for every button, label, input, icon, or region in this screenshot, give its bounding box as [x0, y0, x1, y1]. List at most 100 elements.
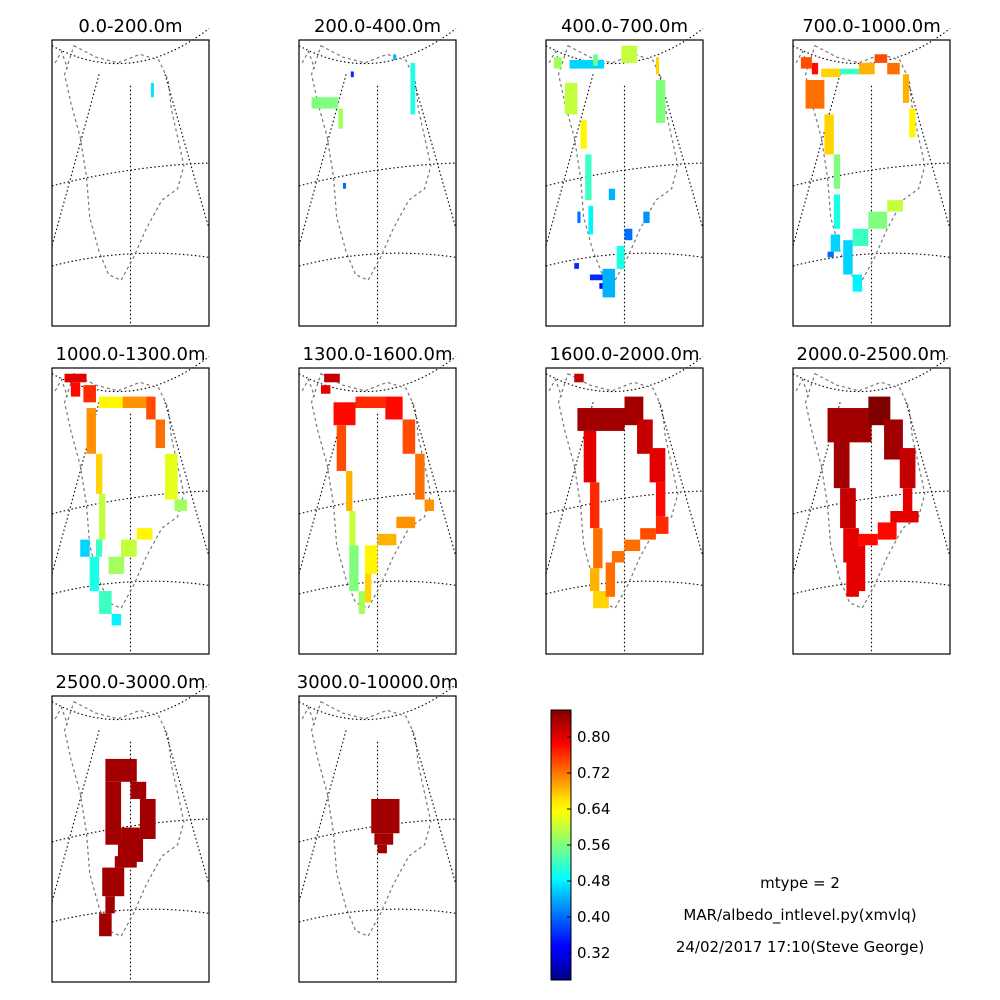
panel-frame: [298, 695, 457, 983]
latitude-line: [51, 28, 210, 65]
albedo-cell: [122, 396, 147, 409]
graticule: [51, 28, 210, 326]
map-panel: 1000.0-1300.0m: [51, 344, 210, 655]
albedo-cell: [350, 71, 354, 78]
albedo-cell: [121, 539, 137, 557]
albedo-cell: [640, 528, 656, 540]
panel-title: 700.0-1000.0m: [802, 16, 941, 37]
albedo-cell: [577, 211, 581, 224]
map-panel: 2000.0-2500.0m: [792, 344, 951, 655]
albedo-cell: [105, 781, 122, 845]
albedo-cell: [70, 382, 81, 397]
latitude-line: [792, 356, 951, 393]
greenland-coastline: [63, 44, 185, 282]
albedo-cell: [349, 545, 359, 592]
albedo-cell: [564, 82, 578, 115]
albedo-cell: [589, 568, 600, 592]
albedo-cell: [146, 396, 156, 420]
panel-frame: [51, 695, 210, 983]
latitude-line: [792, 28, 951, 65]
longitude-line: [545, 74, 594, 247]
greenland-coastline: [557, 372, 679, 610]
greenland-coastline: [310, 372, 432, 610]
map-panel: 200.0-400.0m: [298, 16, 457, 327]
island-coastline: [54, 377, 69, 397]
latitude-line: [51, 580, 210, 595]
albedo-cell: [95, 539, 103, 557]
latitude-line: [298, 684, 457, 721]
latitude-line: [792, 252, 951, 267]
latitude-line: [51, 356, 210, 393]
albedo-cell: [884, 419, 903, 460]
greenland-coastline: [804, 372, 926, 610]
longitude-line: [905, 402, 951, 557]
longitude-line: [905, 74, 951, 229]
albedo-cell: [833, 154, 841, 189]
annotation-mtype: mtype = 2: [760, 874, 840, 892]
albedo-cell: [593, 528, 603, 569]
island-coastline: [795, 377, 810, 397]
albedo-cell: [846, 562, 859, 597]
albedo-cell: [852, 228, 869, 246]
albedo-cell: [415, 453, 425, 500]
panel-frame: [792, 367, 951, 655]
albedo-cell: [83, 385, 96, 403]
albedo-cell: [553, 57, 562, 69]
albedo-cell: [99, 493, 106, 540]
colorbar-tick-label: 0.40: [577, 908, 610, 926]
albedo-cell: [311, 97, 339, 109]
colorbar-tick-label: 0.64: [577, 800, 610, 818]
albedo-cell: [868, 211, 888, 229]
island-coastline: [301, 705, 316, 725]
latitude-line: [792, 580, 951, 595]
panel-title: 1600.0-2000.0m: [550, 344, 700, 365]
panel-frame: [298, 367, 457, 655]
albedo-cell: [349, 511, 356, 546]
albedo-cell: [574, 263, 579, 269]
albedo-cell: [174, 499, 188, 511]
albedo-cell: [424, 499, 435, 511]
annotation-timestamp: 24/02/2017 17:10(Steve George): [676, 938, 924, 956]
albedo-cell: [874, 54, 888, 63]
albedo-cell: [580, 120, 587, 149]
longitude-line: [792, 402, 841, 575]
colorbar-ticks: 0.32 0.40 0.48 0.56 0.64 0.72 0.80: [567, 728, 610, 962]
latitude-line: [298, 908, 457, 923]
albedo-cell: [364, 573, 372, 603]
albedo-cell: [577, 408, 625, 431]
albedo-cell: [868, 396, 891, 426]
albedo-cell: [346, 470, 353, 511]
albedo-cell: [583, 430, 597, 483]
albedo-cell: [655, 57, 660, 75]
albedo-cell: [827, 251, 834, 258]
panel-title: 200.0-400.0m: [314, 16, 441, 37]
map-panel: 700.0-1000.0m: [792, 16, 951, 327]
colorbar: 0.32 0.40 0.48 0.56 0.64 0.72 0.80: [550, 709, 610, 981]
albedo-cell: [95, 453, 103, 494]
albedo-cell: [364, 545, 378, 574]
longitude-line: [792, 74, 841, 247]
albedo-cell: [165, 453, 178, 500]
latitude-line: [545, 28, 704, 65]
albedo-cell: [102, 867, 125, 897]
colorbar-tick-label: 0.48: [577, 872, 610, 890]
island-coastline: [54, 705, 69, 725]
longitude-line: [298, 74, 347, 247]
albedo-cell: [827, 408, 872, 443]
albedo-cell: [843, 528, 859, 563]
albedo-cell: [890, 511, 919, 523]
map-panel: 2500.0-3000.0m: [51, 672, 210, 983]
latitude-line: [545, 356, 704, 393]
panel-frame: [545, 39, 704, 327]
graticule: [298, 28, 457, 326]
panel-title: 0.0-200.0m: [78, 16, 182, 37]
colorbar-tick-label: 0.80: [577, 728, 610, 746]
albedo-cell: [574, 373, 584, 383]
panel-title: 3000.0-10000.0m: [297, 672, 458, 693]
longitude-line: [411, 402, 457, 557]
albedo-cell: [830, 234, 841, 252]
longitude-line: [411, 74, 457, 229]
albedo-cell: [611, 551, 625, 563]
greenland-coastline: [310, 700, 432, 938]
